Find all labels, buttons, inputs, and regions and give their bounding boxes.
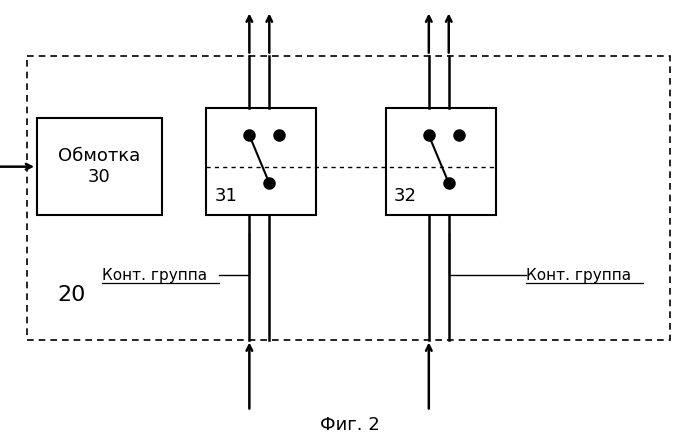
- Text: Конт. группа: Конт. группа: [526, 268, 630, 283]
- Text: 20: 20: [57, 285, 85, 305]
- Text: 32: 32: [394, 187, 417, 205]
- Text: Обмотка
30: Обмотка 30: [58, 147, 140, 186]
- Text: Конт. группа: Конт. группа: [102, 268, 207, 283]
- Text: 31: 31: [215, 187, 238, 205]
- Text: Фиг. 2: Фиг. 2: [320, 416, 380, 434]
